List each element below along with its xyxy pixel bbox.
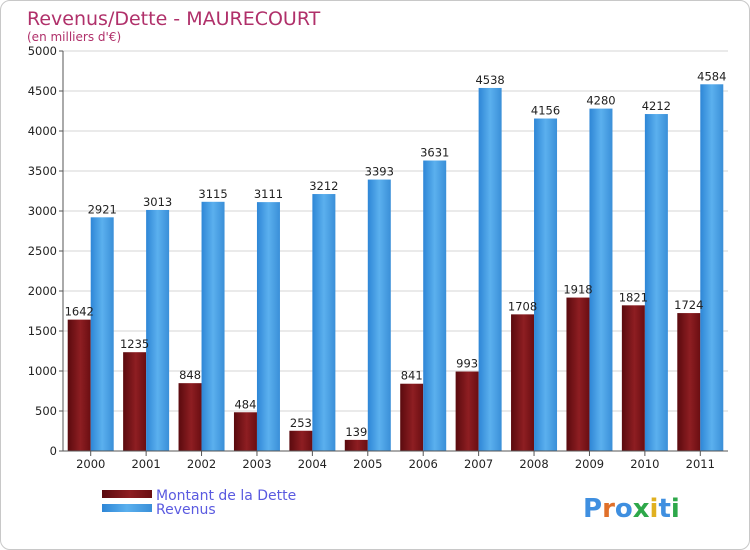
x-tick-label-2007: 2007 bbox=[464, 457, 493, 471]
y-tick-label: 2000 bbox=[28, 284, 57, 298]
bar-dette-2005 bbox=[344, 439, 368, 451]
bar-dette-2000 bbox=[67, 319, 91, 451]
x-tick-label-2011: 2011 bbox=[686, 457, 715, 471]
x-tick-label-2009: 2009 bbox=[575, 457, 604, 471]
legend-swatch-debt bbox=[102, 490, 152, 498]
y-tick-label: 500 bbox=[35, 404, 57, 418]
y-tick-label: 4500 bbox=[28, 84, 57, 98]
bar-dette-2007 bbox=[455, 371, 479, 451]
data-label-revenus-2007: 4538 bbox=[475, 73, 504, 87]
bar-revenus-2009 bbox=[589, 108, 613, 451]
data-label-dette-2000: 1642 bbox=[65, 305, 94, 319]
x-tick-label-2000: 2000 bbox=[76, 457, 105, 471]
legend-label-debt: Montant de la Dette bbox=[156, 488, 296, 504]
y-tick-label: 3500 bbox=[28, 164, 57, 178]
data-label-dette-2011: 1724 bbox=[674, 298, 703, 312]
data-label-dette-2009: 1918 bbox=[563, 283, 592, 297]
bar-dette-2003 bbox=[233, 412, 257, 451]
data-label-revenus-2001: 3013 bbox=[143, 195, 172, 209]
x-tick-label-2001: 2001 bbox=[131, 457, 160, 471]
data-label-revenus-2009: 4280 bbox=[586, 94, 615, 108]
x-tick-label-2005: 2005 bbox=[353, 457, 382, 471]
bar-revenus-2002 bbox=[201, 201, 225, 451]
data-label-dette-2002: 848 bbox=[179, 368, 201, 382]
bar-dette-2011 bbox=[677, 313, 701, 451]
y-tick-label: 1000 bbox=[28, 364, 57, 378]
bar-revenus-2007 bbox=[478, 87, 502, 452]
legend: Montant de la Dette Revenus bbox=[102, 488, 296, 518]
x-tick-label-2010: 2010 bbox=[630, 457, 659, 471]
data-label-dette-2010: 1821 bbox=[619, 290, 648, 304]
data-label-revenus-2006: 3631 bbox=[420, 146, 449, 160]
data-label-dette-2008: 1708 bbox=[508, 299, 537, 313]
y-tick-label: 3000 bbox=[28, 204, 57, 218]
bar-revenus-2010 bbox=[644, 114, 668, 451]
data-label-revenus-2008: 4156 bbox=[531, 104, 560, 118]
y-axis-ticks: 0 500 1000 1500 2000 2500 3000 3500 4000 4500 5000 bbox=[28, 44, 63, 458]
data-label-revenus-2010: 4212 bbox=[642, 99, 671, 113]
bar-revenus-2003 bbox=[256, 202, 280, 451]
data-label-revenus-2005: 3393 bbox=[365, 165, 394, 179]
data-label-dette-2006: 841 bbox=[401, 369, 423, 383]
bar-revenus-2011 bbox=[700, 84, 724, 451]
bar-revenus-2004 bbox=[312, 194, 336, 452]
data-label-dette-2004: 253 bbox=[290, 416, 312, 430]
y-tick-label: 5000 bbox=[28, 44, 57, 58]
legend-swatch-revenus bbox=[102, 504, 152, 512]
bar-dette-2002 bbox=[178, 383, 202, 451]
data-label-dette-2001: 1235 bbox=[120, 337, 149, 351]
x-tick-label-2004: 2004 bbox=[298, 457, 327, 471]
y-tick-label: 1500 bbox=[28, 324, 57, 338]
bar-dette-2009 bbox=[566, 297, 590, 451]
y-tick-label: 4000 bbox=[28, 124, 57, 138]
chart-subtitle: (en milliers d'€) bbox=[27, 30, 121, 44]
bar-dette-2001 bbox=[123, 352, 147, 451]
data-labels: 1642 2921 1235 3013 848 3115 484 3111 253 3212 139… bbox=[65, 69, 727, 439]
bars bbox=[67, 84, 724, 452]
proxiti-logo-text: Proxiti bbox=[583, 494, 680, 524]
data-label-revenus-2011: 4584 bbox=[697, 69, 726, 83]
x-tick-label-2008: 2008 bbox=[519, 457, 548, 471]
x-axis-ticks: 2000 2001 2002 2003 2004 2005 2006 2007 2008 2009… bbox=[76, 451, 715, 471]
x-tick-label-2002: 2002 bbox=[187, 457, 216, 471]
x-tick-label-2006: 2006 bbox=[409, 457, 438, 471]
bar-dette-2008 bbox=[511, 314, 535, 451]
bar-revenus-2001 bbox=[146, 209, 170, 451]
bar-revenus-2005 bbox=[367, 179, 391, 451]
data-label-dette-2007: 993 bbox=[456, 357, 478, 371]
data-label-revenus-2000: 2921 bbox=[88, 202, 117, 216]
bar-revenus-2008 bbox=[534, 118, 558, 452]
data-label-dette-2005: 139 bbox=[345, 425, 367, 439]
x-tick-label-2003: 2003 bbox=[242, 457, 271, 471]
bar-dette-2004 bbox=[289, 430, 313, 451]
bar-revenus-2000 bbox=[90, 217, 114, 451]
data-label-dette-2003: 484 bbox=[234, 397, 256, 411]
bar-dette-2006 bbox=[400, 383, 424, 451]
data-label-revenus-2002: 3115 bbox=[198, 187, 227, 201]
bar-dette-2010 bbox=[621, 305, 645, 451]
bar-revenus-2006 bbox=[423, 160, 447, 451]
y-tick-label: 2500 bbox=[28, 244, 57, 258]
data-label-revenus-2003: 3111 bbox=[254, 187, 283, 201]
data-label-revenus-2004: 3212 bbox=[309, 179, 338, 193]
proxiti-logo: Proxiti bbox=[583, 494, 680, 524]
legend-label-revenus: Revenus bbox=[156, 502, 216, 518]
y-tick-label: 0 bbox=[50, 444, 57, 458]
gridlines bbox=[63, 50, 728, 412]
chart-title: Revenus/Dette - MAURECOURT bbox=[27, 8, 321, 30]
